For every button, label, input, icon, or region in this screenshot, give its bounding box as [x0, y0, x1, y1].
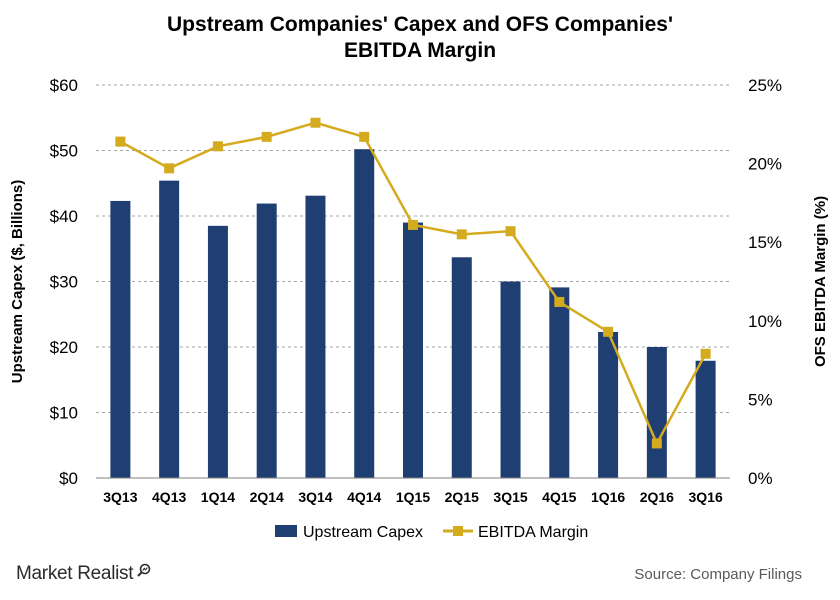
- ebitda-point: [505, 226, 516, 237]
- chart-title: Upstream Companies' Capex and OFS Compan…: [0, 12, 840, 64]
- y2-tick-label: 10%: [748, 312, 782, 331]
- capex-bar: [110, 200, 131, 478]
- magnifier-icon: [136, 563, 152, 585]
- x-tick-label: 1Q15: [396, 489, 430, 505]
- y-tick-label: $10: [50, 404, 78, 423]
- chart-title-line2: EBITDA Margin: [343, 39, 497, 62]
- ebitda-point: [359, 131, 370, 142]
- right-axis-ticks: 0% 5% 10% 15% 20% 25%: [748, 76, 782, 488]
- y2-tick-label: 25%: [748, 76, 782, 95]
- x-tick-label: 2Q15: [445, 489, 479, 505]
- left-axis-label: Upstream Capex ($, Billions): [9, 180, 26, 383]
- x-tick-label: 3Q14: [298, 489, 332, 505]
- capex-bar: [500, 281, 521, 478]
- capex-bar: [695, 360, 716, 478]
- gridlines: [96, 84, 730, 413]
- ebitda-point: [456, 229, 467, 240]
- ebitda-point: [603, 326, 614, 337]
- capex-bar: [305, 195, 326, 478]
- y-tick-label: $40: [50, 207, 78, 226]
- x-tick-label: 4Q15: [542, 489, 576, 505]
- ebitda-point: [212, 141, 223, 152]
- y-tick-label: $30: [50, 273, 78, 292]
- source-note: Source: Company Filings: [634, 566, 802, 583]
- x-tick-label: 2Q16: [640, 489, 674, 505]
- capex-bar: [403, 222, 423, 478]
- legend-line-marker: [453, 526, 463, 536]
- brand-logo: Market Realist: [16, 563, 152, 585]
- ebitda-point: [408, 219, 418, 230]
- x-tick-label: 4Q14: [347, 489, 381, 505]
- x-tick-label: 3Q13: [103, 489, 137, 505]
- x-tick-label: 2Q14: [250, 489, 284, 505]
- legend: Upstream Capex EBITDA Margin: [275, 524, 588, 541]
- ebitda-point: [651, 438, 662, 449]
- capex-bar: [646, 347, 667, 478]
- right-axis-label: OFS EBITDA Margin (%): [812, 196, 829, 367]
- legend-bar-swatch: [275, 525, 297, 537]
- x-tick-label: 3Q16: [688, 489, 722, 505]
- y2-tick-label: 20%: [748, 155, 782, 174]
- y-tick-label: $50: [50, 142, 78, 161]
- left-axis-ticks: $0 $10 $20 $30 $40 $50 $60: [50, 76, 78, 488]
- y2-tick-label: 0%: [748, 469, 773, 488]
- capex-bar: [451, 257, 472, 478]
- x-tick-label: 1Q16: [591, 489, 625, 505]
- ebitda-point: [310, 117, 321, 128]
- legend-label-ebitda: EBITDA Margin: [478, 524, 588, 541]
- brand-name: Market Realist: [16, 563, 134, 584]
- ebitda-point: [164, 163, 175, 174]
- ebitda-line-series: [115, 117, 711, 449]
- x-tick-label: 1Q14: [201, 489, 235, 505]
- capex-bar: [207, 225, 228, 478]
- y-tick-label: $0: [59, 469, 78, 488]
- legend-label-capex: Upstream Capex: [303, 524, 423, 541]
- capex-bar: [159, 180, 180, 478]
- ebitda-point: [115, 136, 126, 147]
- capex-bar: [549, 287, 570, 478]
- chart-title-line1: Upstream Companies' Capex and OFS Compan…: [167, 13, 673, 36]
- capex-bar: [354, 149, 375, 478]
- y-tick-label: $20: [50, 338, 78, 357]
- y2-tick-label: 15%: [748, 233, 782, 252]
- x-tick-label: 4Q13: [152, 489, 186, 505]
- capex-bar: [598, 331, 619, 478]
- capex-bar: [256, 203, 277, 478]
- y-tick-label: $60: [50, 76, 78, 95]
- y2-tick-label: 5%: [748, 390, 773, 409]
- x-axis-ticks: 3Q13 4Q13 1Q14 2Q14 3Q14 4Q14 1Q15 2Q15 3Q15 4Q15…: [103, 489, 723, 505]
- ebitda-point: [261, 131, 272, 142]
- x-tick-label: 3Q15: [493, 489, 527, 505]
- ebitda-point: [700, 348, 711, 359]
- ebitda-point: [554, 296, 565, 307]
- capex-bars: [110, 149, 716, 478]
